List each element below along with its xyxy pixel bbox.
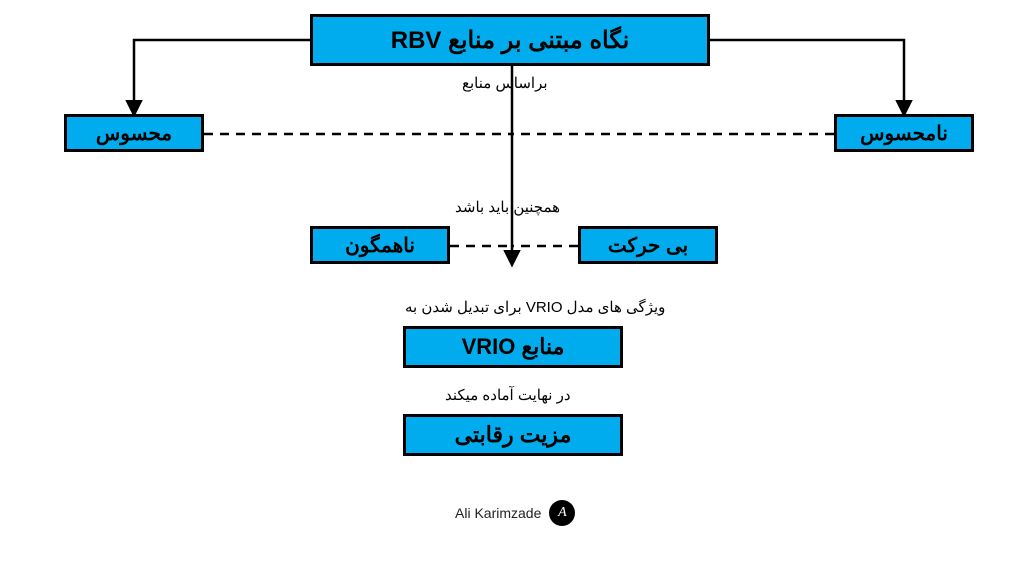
- node-advantage: مزیت رقابتی: [403, 414, 623, 456]
- node-vrio-label: منابع VRIO: [462, 334, 565, 360]
- node-intangible-label: نامحسوس: [860, 121, 948, 146]
- label-vrio-attrs: ویژگی های مدل VRIO برای تبدیل شدن به: [405, 298, 665, 316]
- node-tangible: محسوس: [64, 114, 204, 152]
- node-vrio: منابع VRIO: [403, 326, 623, 368]
- node-advantage-label: مزیت رقابتی: [455, 422, 572, 448]
- edge: [134, 40, 310, 114]
- node-title-label: نگاه مبتنی بر منابع RBV: [391, 26, 630, 55]
- credit-text: Ali Karimzade: [455, 505, 541, 521]
- node-title: نگاه مبتنی بر منابع RBV: [310, 14, 710, 66]
- label-finally: در نهایت آماده میکند: [445, 386, 571, 404]
- node-immobile-label: بی حرکت: [608, 233, 688, 258]
- label-must-be: همچنین باید باشد: [455, 198, 560, 216]
- credit: Ali Karimzade A: [455, 500, 575, 526]
- node-intangible: نامحسوس: [834, 114, 974, 152]
- node-heterogeneous: ناهمگون: [310, 226, 450, 264]
- credit-logo-icon: A: [549, 500, 575, 526]
- node-tangible-label: محسوس: [96, 121, 172, 146]
- label-based-on: براساس منابع: [462, 74, 548, 92]
- diagram-canvas: نگاه مبتنی بر منابع RBV محسوس نامحسوس نا…: [0, 0, 1024, 576]
- node-heterogeneous-label: ناهمگون: [345, 233, 415, 258]
- node-immobile: بی حرکت: [578, 226, 718, 264]
- edge: [710, 40, 904, 114]
